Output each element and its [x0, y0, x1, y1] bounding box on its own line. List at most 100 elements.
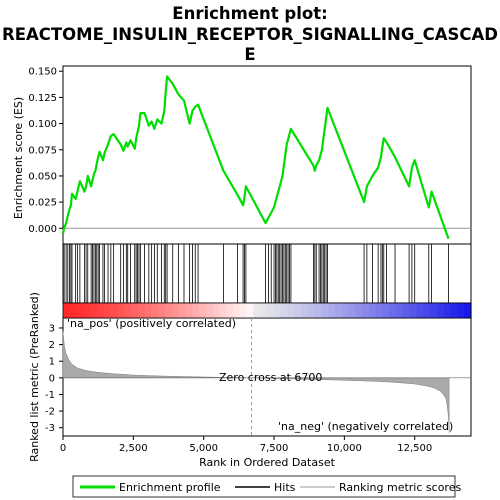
gradient-segment	[314, 303, 322, 318]
gradient-segment	[464, 303, 472, 318]
gradient-segment	[205, 303, 214, 318]
x-tick-label: 5,000	[189, 443, 218, 454]
gradient-segment	[69, 303, 78, 318]
metric-tick-label: 3	[49, 323, 55, 334]
gradient-segment	[423, 303, 431, 318]
gradient-segment	[199, 303, 207, 318]
chart-title-line1: Enrichment plot:	[172, 4, 327, 23]
gradient-segment	[226, 303, 234, 318]
gradient-segment	[457, 303, 465, 318]
gradient-segment	[416, 303, 424, 318]
gradient-segment	[355, 303, 363, 318]
x-tick-label: 12,500	[397, 443, 432, 454]
gradient-segment	[219, 303, 227, 318]
legend-hits-label: Hits	[274, 481, 296, 494]
es-tick-label: 0.000	[28, 224, 57, 235]
legend-es-label: Enrichment profile	[119, 481, 221, 494]
x-tick-label: 7,500	[260, 443, 289, 454]
rank-gradient-bar	[62, 302, 472, 319]
gradient-segment	[151, 303, 159, 318]
gradient-segment	[90, 303, 98, 318]
metric-tick-label: -1	[45, 390, 55, 401]
metric-tick-label: -3	[45, 423, 55, 434]
metric-area-fill	[62, 331, 450, 433]
gradient-segment	[246, 303, 254, 318]
gradient-segment	[253, 303, 261, 318]
gradient-segment	[348, 303, 356, 318]
gradient-segment	[212, 303, 220, 318]
metric-axis-ticks: -3 -2 -1 0 1 2 3	[45, 323, 63, 434]
gradient-segment	[369, 303, 377, 318]
gradient-segment	[124, 303, 132, 318]
pos-correlated-label: 'na_pos' (positively correlated)	[67, 317, 236, 330]
neg-correlated-label: 'na_neg' (negatively correlated)	[278, 420, 453, 433]
metric-ylabel: Ranked list metric (PreRanked)	[28, 292, 41, 462]
gradient-segment	[76, 303, 84, 318]
gradient-segment	[437, 303, 445, 318]
legend-metric-label: Ranking metric scores	[339, 481, 461, 494]
es-tick-label: 0.100	[28, 119, 57, 130]
gradient-segment	[450, 303, 458, 318]
es-curve-group	[61, 75, 450, 240]
gradient-segment	[335, 303, 343, 318]
es-tick-label: 0.025	[28, 198, 57, 209]
gradient-segment	[307, 303, 316, 318]
gradient-segment	[171, 303, 180, 318]
gradient-segment	[63, 303, 71, 318]
es-tick-label: 0.075	[28, 145, 57, 156]
es-tick-label: 0.050	[28, 171, 57, 182]
gradient-segment	[362, 303, 370, 318]
gradient-segment	[430, 303, 438, 318]
metric-area-group	[62, 318, 471, 436]
gradient-segment	[375, 303, 384, 318]
metric-tick-label: 2	[49, 340, 55, 351]
es-axis-ticks: 0.000 0.025 0.050 0.075 0.100 0.125 0.150	[28, 67, 63, 235]
gradient-segment	[294, 303, 302, 318]
x-axis-label: Rank in Ordered Dataset	[199, 456, 336, 469]
metric-tick-label: 0	[49, 373, 55, 384]
x-tick-label: 2,500	[119, 443, 148, 454]
legend: Enrichment profile Hits Ranking metric s…	[72, 475, 461, 498]
gradient-segment	[110, 303, 118, 318]
gradient-segment	[321, 303, 329, 318]
gradient-segment	[403, 303, 411, 318]
x-tick-label: 10,000	[327, 443, 362, 454]
gradient-segment	[233, 303, 241, 318]
gradient-segment	[117, 303, 125, 318]
gradient-segment	[409, 303, 418, 318]
gradient-frame	[62, 302, 472, 319]
gradient-segment	[273, 303, 282, 318]
zero-cross-label: Zero cross at 6700	[219, 371, 322, 384]
gradient-segment	[178, 303, 186, 318]
gradient-segment	[260, 303, 268, 318]
gradient-segment	[165, 303, 173, 318]
gradient-segment	[280, 303, 288, 318]
gradient-segment	[287, 303, 295, 318]
gradient-segment	[301, 303, 309, 318]
gradient-segment	[103, 303, 112, 318]
metric-tick-label: 1	[49, 357, 55, 368]
gradient-segment	[158, 303, 166, 318]
gradient-segment	[396, 303, 404, 318]
gradient-segment	[328, 303, 336, 318]
x-axis-ticks: 0 2,500 5,000 7,500 10,000 12,500	[60, 436, 432, 454]
gradient-segment	[382, 303, 390, 318]
gradient-segment	[443, 303, 452, 318]
metric-tick-label: -2	[45, 407, 55, 418]
gradient-segment	[185, 303, 193, 318]
es-tick-label: 0.125	[28, 93, 57, 104]
x-tick-label: 0	[60, 443, 66, 454]
gradient-segment	[144, 303, 152, 318]
es-tick-label: 0.150	[28, 67, 57, 78]
gradient-segment	[239, 303, 248, 318]
gradient-segment	[83, 303, 91, 318]
chart-title-line3: E	[244, 45, 255, 64]
hit-lines-group	[63, 244, 449, 303]
gradient-segment	[137, 303, 146, 318]
es-curve-line	[61, 75, 450, 240]
gradient-segment	[97, 303, 105, 318]
gradient-segment	[192, 303, 200, 318]
gradient-segment	[341, 303, 350, 318]
es-ylabel: Enrichment score (ES)	[12, 97, 25, 219]
